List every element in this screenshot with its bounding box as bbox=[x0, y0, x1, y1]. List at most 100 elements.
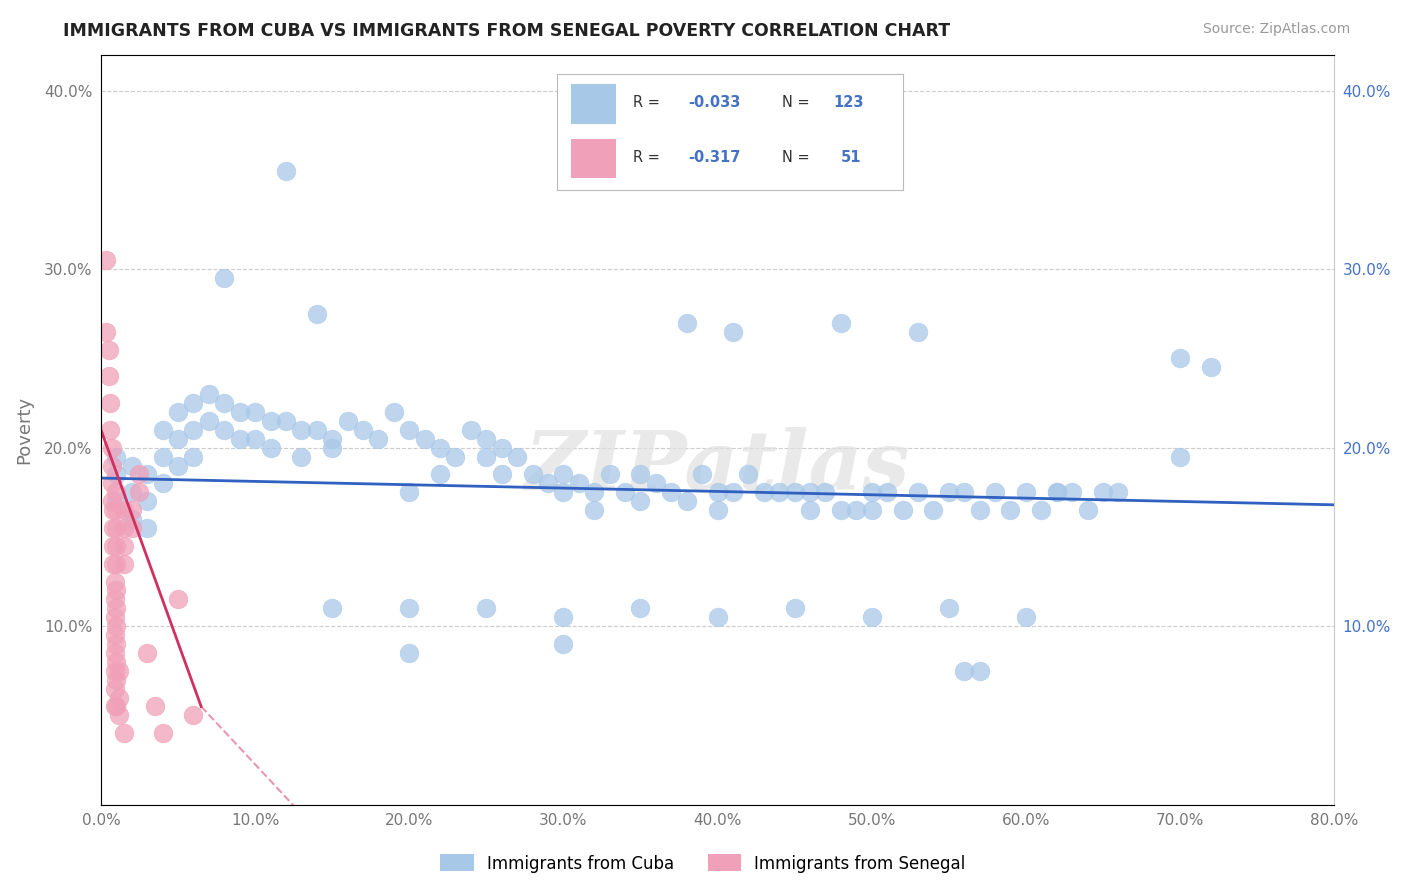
Point bbox=[1091, 485, 1114, 500]
Point bbox=[105, 619, 128, 633]
Point bbox=[259, 441, 281, 455]
Point bbox=[121, 458, 143, 473]
Point bbox=[98, 396, 121, 410]
Point bbox=[721, 325, 744, 339]
Point bbox=[460, 423, 482, 437]
Point bbox=[553, 610, 575, 624]
Point bbox=[630, 494, 652, 508]
Point bbox=[104, 699, 127, 714]
Point bbox=[1000, 503, 1022, 517]
Point bbox=[104, 628, 127, 642]
Point bbox=[214, 423, 236, 437]
Point bbox=[644, 476, 666, 491]
Point bbox=[105, 601, 128, 615]
Point bbox=[183, 423, 205, 437]
Point bbox=[105, 699, 128, 714]
Point bbox=[167, 458, 190, 473]
Point bbox=[382, 405, 405, 419]
Legend: Immigrants from Cuba, Immigrants from Senegal: Immigrants from Cuba, Immigrants from Se… bbox=[434, 847, 972, 880]
Point bbox=[100, 476, 122, 491]
Point bbox=[321, 441, 343, 455]
Point bbox=[112, 557, 135, 571]
Point bbox=[104, 681, 127, 696]
Point bbox=[136, 521, 159, 535]
Point bbox=[907, 485, 929, 500]
Point bbox=[799, 485, 821, 500]
Point bbox=[675, 494, 697, 508]
Point bbox=[136, 494, 159, 508]
Point bbox=[429, 441, 451, 455]
Point bbox=[1046, 485, 1069, 500]
Point bbox=[94, 325, 117, 339]
Point bbox=[413, 432, 436, 446]
Point bbox=[984, 485, 1007, 500]
Point bbox=[228, 405, 250, 419]
Point bbox=[1015, 610, 1038, 624]
Point bbox=[152, 423, 174, 437]
Point bbox=[475, 601, 498, 615]
Point bbox=[475, 450, 498, 464]
Text: Source: ZipAtlas.com: Source: ZipAtlas.com bbox=[1202, 22, 1350, 37]
Point bbox=[891, 503, 914, 517]
Point bbox=[630, 467, 652, 482]
Point bbox=[290, 450, 312, 464]
Point bbox=[105, 450, 128, 464]
Point bbox=[105, 494, 128, 508]
Point bbox=[907, 325, 929, 339]
Point bbox=[105, 673, 128, 687]
Point bbox=[105, 503, 128, 517]
Point bbox=[659, 485, 682, 500]
Point bbox=[103, 521, 125, 535]
Y-axis label: Poverty: Poverty bbox=[15, 396, 32, 464]
Point bbox=[183, 450, 205, 464]
Point bbox=[1046, 485, 1069, 500]
Point bbox=[214, 396, 236, 410]
Point bbox=[128, 467, 150, 482]
Point bbox=[522, 467, 544, 482]
Point bbox=[830, 316, 852, 330]
Point bbox=[860, 503, 883, 517]
Point bbox=[876, 485, 898, 500]
Point bbox=[198, 387, 221, 401]
Point bbox=[104, 610, 127, 624]
Point bbox=[969, 664, 991, 678]
Point bbox=[1168, 450, 1191, 464]
Point bbox=[228, 432, 250, 446]
Point bbox=[922, 503, 945, 517]
Point bbox=[938, 485, 960, 500]
Point bbox=[103, 503, 125, 517]
Point bbox=[121, 503, 143, 517]
Point bbox=[1062, 485, 1084, 500]
Point bbox=[398, 646, 420, 660]
Point bbox=[112, 539, 135, 553]
Point bbox=[614, 485, 637, 500]
Point bbox=[305, 307, 328, 321]
Point bbox=[398, 601, 420, 615]
Point bbox=[121, 512, 143, 526]
Point bbox=[105, 655, 128, 669]
Text: IMMIGRANTS FROM CUBA VS IMMIGRANTS FROM SENEGAL POVERTY CORRELATION CHART: IMMIGRANTS FROM CUBA VS IMMIGRANTS FROM … bbox=[63, 22, 950, 40]
Point bbox=[737, 467, 759, 482]
Point bbox=[290, 423, 312, 437]
Point bbox=[105, 521, 128, 535]
Point bbox=[336, 414, 359, 428]
Point bbox=[321, 601, 343, 615]
Point bbox=[969, 503, 991, 517]
Point bbox=[198, 414, 221, 428]
Point bbox=[152, 726, 174, 740]
Point bbox=[352, 423, 374, 437]
Point bbox=[152, 450, 174, 464]
Point bbox=[105, 485, 128, 500]
Point bbox=[1107, 485, 1129, 500]
Point bbox=[690, 467, 713, 482]
Point bbox=[136, 467, 159, 482]
Text: ZIPatlas: ZIPatlas bbox=[524, 427, 910, 508]
Point bbox=[706, 503, 728, 517]
Point bbox=[108, 708, 131, 723]
Point bbox=[398, 485, 420, 500]
Point bbox=[1168, 351, 1191, 366]
Point bbox=[583, 485, 606, 500]
Point bbox=[860, 610, 883, 624]
Point bbox=[752, 485, 775, 500]
Point bbox=[100, 441, 122, 455]
